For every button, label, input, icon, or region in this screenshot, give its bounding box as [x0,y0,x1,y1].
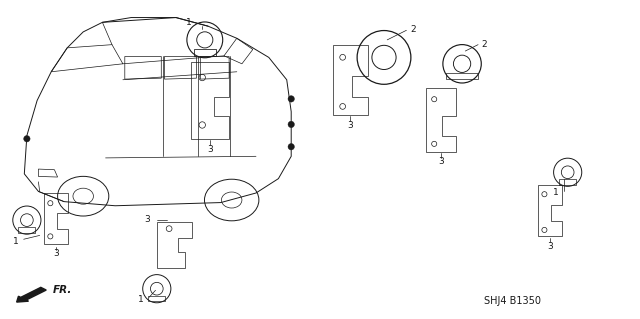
Text: 3: 3 [53,249,58,258]
Text: 1: 1 [554,189,559,197]
Text: 3: 3 [438,157,444,166]
Ellipse shape [288,144,294,150]
Ellipse shape [288,96,294,102]
Bar [559,179,576,185]
Bar [148,296,165,301]
Bar [19,227,35,233]
Text: 1: 1 [13,237,18,246]
Text: 1: 1 [138,295,143,304]
Text: 3: 3 [207,145,212,154]
Text: 3: 3 [145,215,150,224]
FancyArrow shape [17,287,46,302]
Text: 1: 1 [186,19,191,27]
Text: 2: 2 [410,25,415,34]
Bar [445,73,479,79]
Ellipse shape [24,136,30,142]
Text: FR.: FR. [52,285,72,295]
Text: SHJ4 B1350: SHJ4 B1350 [483,296,541,307]
Text: 3: 3 [348,121,353,130]
Text: 3: 3 [547,242,552,251]
Ellipse shape [288,121,294,128]
Bar [194,49,216,56]
Text: 2: 2 [482,40,487,48]
